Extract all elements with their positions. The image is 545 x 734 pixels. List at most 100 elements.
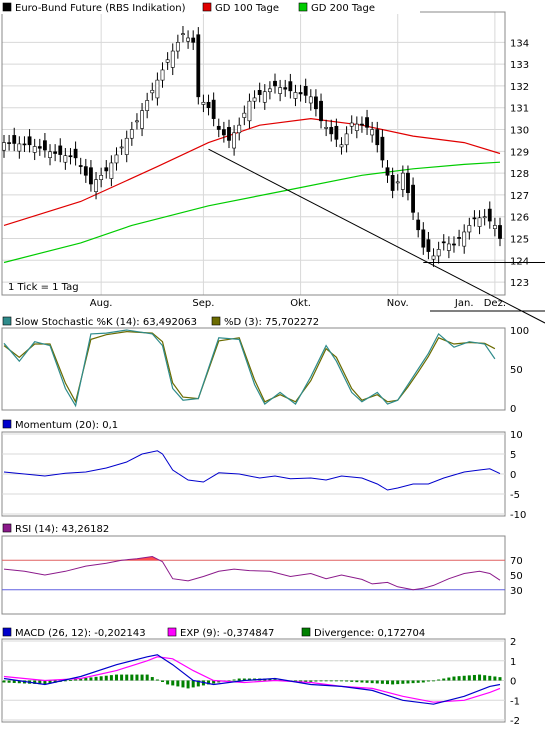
candle-body xyxy=(441,241,446,244)
divergence-bar xyxy=(411,680,415,684)
rsi-panel-frame xyxy=(1,535,506,615)
candle-body xyxy=(400,172,405,190)
stochastic-k-line xyxy=(3,329,496,408)
divergence-bar xyxy=(38,680,42,685)
price-x-tick: Okt. xyxy=(290,298,311,309)
macd-y-tick: -1 xyxy=(510,696,520,707)
divergence-bar xyxy=(324,680,328,682)
candle-body xyxy=(370,129,375,136)
candle-body xyxy=(273,80,277,87)
candle-body xyxy=(165,59,170,63)
stochastic-y-tick: 50 xyxy=(510,365,523,376)
candle-body xyxy=(109,162,114,179)
candle-body xyxy=(406,172,410,194)
divergence-bar xyxy=(467,675,471,681)
candle-body xyxy=(308,96,313,104)
divergence-bar xyxy=(7,680,11,683)
divergence-bar xyxy=(375,680,379,684)
macd-exp-line xyxy=(3,656,501,703)
divergence-bar xyxy=(48,680,52,684)
candle-body xyxy=(319,100,323,122)
candle-body xyxy=(216,125,221,130)
candle-body xyxy=(487,208,492,222)
tick-note: 1 Tick = 1 Tag xyxy=(8,282,79,293)
divergence-bar xyxy=(94,676,98,681)
divergence-bar xyxy=(380,680,384,684)
candle-body xyxy=(104,167,109,172)
candle-body xyxy=(83,166,88,176)
candle-body xyxy=(37,146,42,149)
divergence-bar xyxy=(370,680,374,684)
candle-body xyxy=(114,154,119,164)
candle-body xyxy=(283,87,288,90)
divergence-bar xyxy=(442,678,446,681)
trendline xyxy=(208,148,545,324)
price-y-tick: 123 xyxy=(510,278,529,289)
divergence-bar xyxy=(247,678,251,681)
stochastic-panel-frame xyxy=(1,327,506,411)
divergence-bar xyxy=(498,677,502,681)
candle-body xyxy=(150,89,155,94)
candle-body xyxy=(339,144,344,148)
candle-body xyxy=(375,129,380,146)
candle-body xyxy=(498,225,502,239)
candle-body xyxy=(155,79,160,99)
divergence-bar xyxy=(426,680,430,682)
price-y-tick: 131 xyxy=(510,104,529,115)
divergence-bar xyxy=(232,679,236,681)
divergence-bar xyxy=(304,680,308,683)
divergence-bar xyxy=(114,674,118,681)
divergence-bar xyxy=(84,677,88,681)
candle-body xyxy=(22,143,27,146)
legend-stoch-k-swatch xyxy=(2,316,12,326)
divergence-bar xyxy=(109,675,113,681)
candle-body xyxy=(298,92,303,95)
candle-body xyxy=(462,231,467,247)
candle-body xyxy=(395,181,400,184)
divergence-bar xyxy=(391,680,395,685)
legend-divergence-label: Divergence: 0,172704 xyxy=(314,628,425,639)
candle-body xyxy=(267,88,272,93)
candle-body xyxy=(380,136,385,161)
divergence-bar xyxy=(329,680,333,682)
divergence-bar xyxy=(416,680,420,683)
candle-body xyxy=(293,92,298,99)
candle-body xyxy=(385,167,390,176)
divergence-bar xyxy=(79,678,83,681)
candle-body xyxy=(186,37,190,42)
divergence-bar xyxy=(437,679,441,681)
price-y-tick: 126 xyxy=(510,213,529,224)
price-x-tick: Dez. xyxy=(484,298,506,309)
divergence-bar xyxy=(17,680,21,684)
candle-body xyxy=(334,125,339,140)
candle-body xyxy=(360,123,364,126)
candle-body xyxy=(257,89,262,95)
legend-bund-label: Euro-Bund Future (RBS Indikation) xyxy=(15,3,186,14)
divergence-bar xyxy=(472,674,476,681)
divergence-bar xyxy=(345,680,349,682)
price-x-tick: Aug. xyxy=(90,298,113,309)
rsi-y-tick: 30 xyxy=(510,586,523,597)
candle-body xyxy=(175,42,180,52)
price-y-tick: 125 xyxy=(510,235,529,246)
candle-body xyxy=(344,133,349,146)
legend-macd-swatch xyxy=(2,627,12,637)
divergence-bar xyxy=(242,678,246,681)
divergence-bar xyxy=(237,678,241,681)
divergence-bar xyxy=(309,680,313,682)
momentum-y-tick: 10 xyxy=(510,430,523,441)
divergence-bar xyxy=(488,675,492,681)
divergence-bar xyxy=(396,680,400,685)
candle-body xyxy=(314,96,318,110)
momentum-y-tick: -5 xyxy=(510,490,520,501)
candle-body xyxy=(170,50,175,68)
candle-body xyxy=(354,123,359,131)
candle-body xyxy=(89,167,93,185)
candle-body xyxy=(436,249,441,257)
divergence-bar xyxy=(207,680,211,685)
price-y-tick: 124 xyxy=(510,256,529,267)
legend-ma100-swatch xyxy=(202,2,212,12)
divergence-bar xyxy=(365,680,369,683)
rsi-y-tick: 50 xyxy=(510,571,523,582)
